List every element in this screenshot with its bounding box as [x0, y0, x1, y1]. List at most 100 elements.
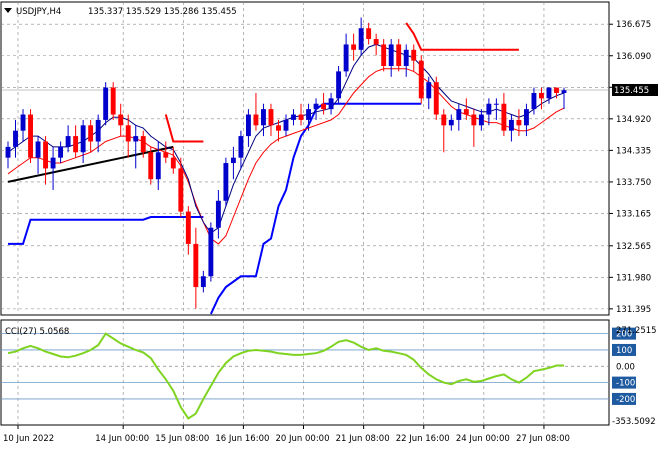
- candle-body: [373, 39, 379, 45]
- candle-body: [133, 136, 139, 142]
- price-tick-label: 131.395: [616, 305, 651, 315]
- candle-body: [381, 44, 387, 66]
- candle-body: [486, 103, 492, 115]
- supertrend-red-line: [164, 114, 204, 143]
- candle-body: [418, 60, 424, 99]
- candle-body: [50, 157, 56, 169]
- candle-body: [65, 136, 71, 147]
- candle-body: [426, 82, 432, 99]
- candle-body: [546, 87, 552, 99]
- trend-line: [7, 145, 174, 183]
- candle-body: [321, 103, 327, 110]
- candle-body: [103, 87, 109, 120]
- candle-body: [261, 109, 266, 126]
- candle-body: [366, 28, 372, 40]
- candle-body: [471, 114, 477, 126]
- cci-level-tag: [612, 392, 636, 405]
- candle-body: [306, 109, 311, 120]
- candle-body: [215, 200, 221, 228]
- candle-body: [516, 119, 522, 126]
- candle-body: [478, 114, 484, 126]
- candle-body: [230, 157, 236, 164]
- candle-body: [20, 114, 26, 131]
- symbol-timeframe: USDJPY,H4: [16, 7, 61, 17]
- cci-level-label: 200: [616, 330, 632, 340]
- price-tick-label: 132.565: [616, 242, 651, 252]
- candle-body: [88, 125, 94, 142]
- supertrend-blue-line: [8, 216, 204, 245]
- time-tick-label: 14 Jun 00:00: [95, 434, 149, 444]
- candle-body: [163, 152, 169, 158]
- candle-body: [140, 136, 146, 153]
- candle-body: [268, 109, 274, 126]
- candle-body: [13, 130, 18, 147]
- candle-body: [508, 119, 514, 131]
- candle-body: [523, 109, 529, 126]
- candle-body: [291, 114, 296, 120]
- candle-body: [388, 44, 394, 66]
- candle-body: [283, 119, 289, 131]
- current-price-tag: 135.455: [612, 83, 658, 96]
- candle-body: [208, 227, 214, 277]
- time-tick-label: 15 Jun 08:00: [155, 434, 209, 444]
- candle-body: [456, 109, 462, 120]
- candle-body: [200, 276, 206, 288]
- price-tick-label: 133.165: [616, 209, 651, 219]
- cci-line: [7, 332, 564, 420]
- candle-body: [125, 125, 131, 142]
- cci-range-max-label: 271.2515: [616, 326, 657, 336]
- candle-body: [43, 141, 49, 169]
- candle-body: [313, 103, 319, 110]
- candle-body: [110, 87, 116, 115]
- candle-body: [463, 109, 469, 115]
- current-price-label: 135.455: [614, 86, 649, 96]
- candle-body: [539, 92, 544, 99]
- candle-body: [336, 71, 342, 99]
- candle-body: [554, 87, 559, 93]
- candle-body: [148, 152, 154, 180]
- candle-body: [95, 119, 101, 142]
- candle-body: [185, 211, 191, 244]
- candle-body: [5, 146, 11, 158]
- price-tick-label: 133.750: [616, 178, 651, 188]
- candle-body: [448, 119, 454, 126]
- cci-level-tag: [612, 343, 636, 356]
- cci-label: CCI(27) 5.0568: [5, 327, 69, 337]
- time-tick-label: 16 Jun 16:00: [215, 434, 269, 444]
- cci-level-label: 0.00: [616, 362, 635, 372]
- supertrend-blue-line: [209, 102, 422, 315]
- candle-body: [193, 243, 199, 288]
- candle-body: [403, 49, 409, 66]
- candle-body: [223, 163, 229, 201]
- candle-body: [276, 125, 281, 131]
- price-tick-label: 136.675: [616, 20, 651, 30]
- candle-body: [396, 44, 402, 66]
- cci-level-tag: [612, 376, 636, 389]
- cci-level-label: -200: [616, 395, 635, 405]
- main-panel-frame: [0, 1, 610, 316]
- time-tick-label: 24 Jun 00:00: [456, 434, 510, 444]
- candle-body: [561, 90, 567, 93]
- ohlc-readout: 135.337 135.529 135.286 135.455: [88, 7, 237, 17]
- candle-body: [58, 146, 64, 158]
- price-tick-label: 134.335: [616, 146, 651, 156]
- cci-level-tag: [612, 360, 636, 373]
- candle-body: [531, 92, 537, 110]
- candle-body: [35, 141, 41, 158]
- dropdown-triangle-icon[interactable]: [4, 8, 12, 13]
- moving-average-slow: [7, 68, 565, 245]
- candle-body: [351, 44, 357, 50]
- candle-body: [170, 157, 176, 169]
- cci-panel-frame: [0, 319, 610, 426]
- time-tick-label: 22 Jun 16:00: [396, 434, 450, 444]
- candle-body: [28, 114, 33, 158]
- time-tick-label: 10 Jun 2022: [3, 434, 54, 444]
- time-tick-label: 27 Jun 08:00: [516, 434, 570, 444]
- candle-body: [155, 152, 161, 180]
- price-tick-label: 131.980: [616, 273, 651, 283]
- candle-body: [411, 49, 417, 61]
- candle-body: [493, 103, 499, 105]
- time-tick-label: 21 Jun 08:00: [336, 434, 390, 444]
- candle-body: [238, 136, 244, 158]
